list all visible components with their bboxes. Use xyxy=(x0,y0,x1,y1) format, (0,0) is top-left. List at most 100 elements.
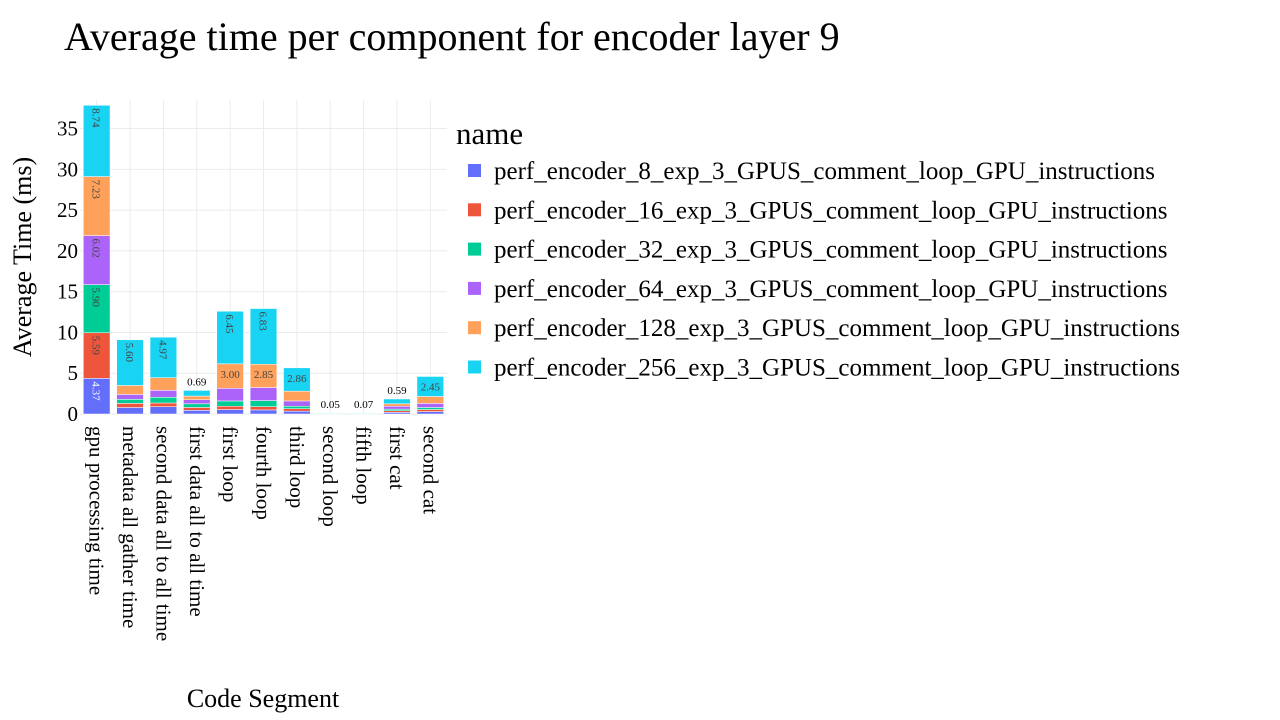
bar-segment xyxy=(116,394,144,400)
y-tick-label: 30 xyxy=(57,157,78,181)
bar-segment xyxy=(149,397,178,404)
bar-segment xyxy=(149,336,178,378)
bar-segment xyxy=(183,395,211,400)
bar-segment xyxy=(283,400,311,407)
bar-value-label: 0.69 xyxy=(187,376,207,388)
bar-segment xyxy=(116,403,144,408)
bar-segment xyxy=(149,406,178,415)
bar-value-label: 5.60 xyxy=(123,343,135,363)
x-tick-label: gpu processing time xyxy=(85,426,109,595)
bar-segment xyxy=(183,403,211,408)
bar-segment xyxy=(216,310,244,365)
bar-segment xyxy=(349,412,378,414)
legend-swatch xyxy=(468,360,481,374)
bar-value-label: 8.74 xyxy=(90,108,102,128)
bar-segment xyxy=(249,406,278,411)
bar-segment xyxy=(83,235,111,285)
bar-segment xyxy=(383,406,411,410)
bar-value-label: 5.59 xyxy=(90,336,102,356)
bar-segment xyxy=(183,390,211,397)
chart-title: Average time per component for encoder l… xyxy=(64,14,840,59)
bar-value-label: 6.45 xyxy=(223,314,235,334)
bar-value-label: 0.59 xyxy=(387,385,407,397)
y-tick-label: 0 xyxy=(68,402,79,426)
bar-segment xyxy=(149,390,178,398)
bar-segment xyxy=(383,398,411,405)
bar-value-label: 0.07 xyxy=(354,399,374,411)
x-tick-label: fourth loop xyxy=(252,426,276,520)
bar-segment xyxy=(283,390,311,402)
bar-value-label: 2.85 xyxy=(254,369,274,381)
legend-swatch xyxy=(468,203,481,217)
bar-segment xyxy=(83,332,111,379)
bar-segment xyxy=(283,408,311,412)
bar-labels: 4.37 5.59 5.90 6.02 7.23 8.74 5.60 4.97 0.69 3.00… xyxy=(90,108,441,411)
x-tick-label: first cat xyxy=(385,426,409,490)
x-axis-title: Code Segment xyxy=(187,684,340,713)
y-axis-ticks: 0 5 10 15 20 25 30 35 xyxy=(57,117,78,426)
bar-segment xyxy=(249,409,278,415)
bar-segment xyxy=(416,396,444,404)
legend: name perf_encoder_8_exp_3_GPUS_comment_l… xyxy=(456,116,1180,382)
legend-swatch xyxy=(468,164,481,177)
bar-segment xyxy=(383,403,411,407)
legend-entry: perf_encoder_64_exp_3_GPUS_comment_loop_… xyxy=(494,276,1168,303)
bar-value-label: 0.05 xyxy=(321,399,341,411)
bar-segment xyxy=(116,339,144,386)
bar-segment xyxy=(283,367,311,392)
bar-segment xyxy=(416,409,444,412)
bar-segment xyxy=(83,105,111,177)
bar-segment xyxy=(283,406,311,409)
bar-value-label: 4.97 xyxy=(156,340,168,360)
bar-segment xyxy=(83,284,111,334)
legend-entry: perf_encoder_16_exp_3_GPUS_comment_loop_… xyxy=(494,197,1168,224)
bar-segment xyxy=(249,400,278,407)
bar-segment xyxy=(416,403,444,408)
bar-segment xyxy=(216,388,244,402)
y-tick-label: 5 xyxy=(68,361,79,385)
x-tick-label: third loop xyxy=(285,426,309,508)
bar-segment xyxy=(283,410,311,415)
legend-swatch xyxy=(468,321,481,335)
bar-segment xyxy=(116,407,144,415)
x-tick-label: second loop xyxy=(318,426,342,527)
legend-swatch xyxy=(468,281,481,295)
bar-segment xyxy=(183,407,211,411)
bar-segment xyxy=(183,410,211,415)
x-axis-ticks: gpu processing time metadata all gather t… xyxy=(85,426,443,641)
bar-value-label: 5.90 xyxy=(90,288,102,308)
bar-value-label: 6.83 xyxy=(257,312,269,332)
x-tick-label: first loop xyxy=(218,426,242,502)
bar-segment xyxy=(249,308,278,365)
bars xyxy=(83,105,444,415)
bar-value-label: 3.00 xyxy=(221,369,241,381)
bar-segment xyxy=(416,407,444,410)
bar-segment xyxy=(216,400,244,407)
legend-entry: perf_encoder_128_exp_3_GPUS_comment_loop… xyxy=(494,315,1180,342)
bar-segment xyxy=(416,411,444,415)
bar-value-label: 7.23 xyxy=(90,180,102,200)
bar-segment xyxy=(216,409,244,415)
x-tick-label: metadata all gather time xyxy=(118,426,142,628)
legend-title: name xyxy=(456,116,523,151)
bar-segment xyxy=(316,412,344,414)
bar-segment xyxy=(116,399,144,404)
bar-value-label: 2.86 xyxy=(287,373,307,385)
bar-value-label: 4.37 xyxy=(90,381,102,401)
bar-segment xyxy=(183,399,211,405)
bar-segment xyxy=(116,385,144,395)
bar-value-label: 6.02 xyxy=(90,239,102,258)
y-axis-title: Average Time (ms) xyxy=(8,157,37,357)
bar-segment xyxy=(149,402,178,407)
bar-segment xyxy=(216,406,244,410)
legend-entry: perf_encoder_256_exp_3_GPUS_comment_loop… xyxy=(494,355,1180,382)
y-tick-label: 25 xyxy=(57,198,78,222)
x-tick-label: second data all to all time xyxy=(151,426,175,641)
y-tick-label: 10 xyxy=(57,320,78,344)
legend-entry: perf_encoder_8_exp_3_GPUS_comment_loop_G… xyxy=(494,158,1155,185)
bar-segment xyxy=(249,387,278,401)
legend-entry: perf_encoder_32_exp_3_GPUS_comment_loop_… xyxy=(494,237,1168,264)
bar-segment xyxy=(83,176,111,236)
x-tick-label: fifth loop xyxy=(352,426,376,505)
